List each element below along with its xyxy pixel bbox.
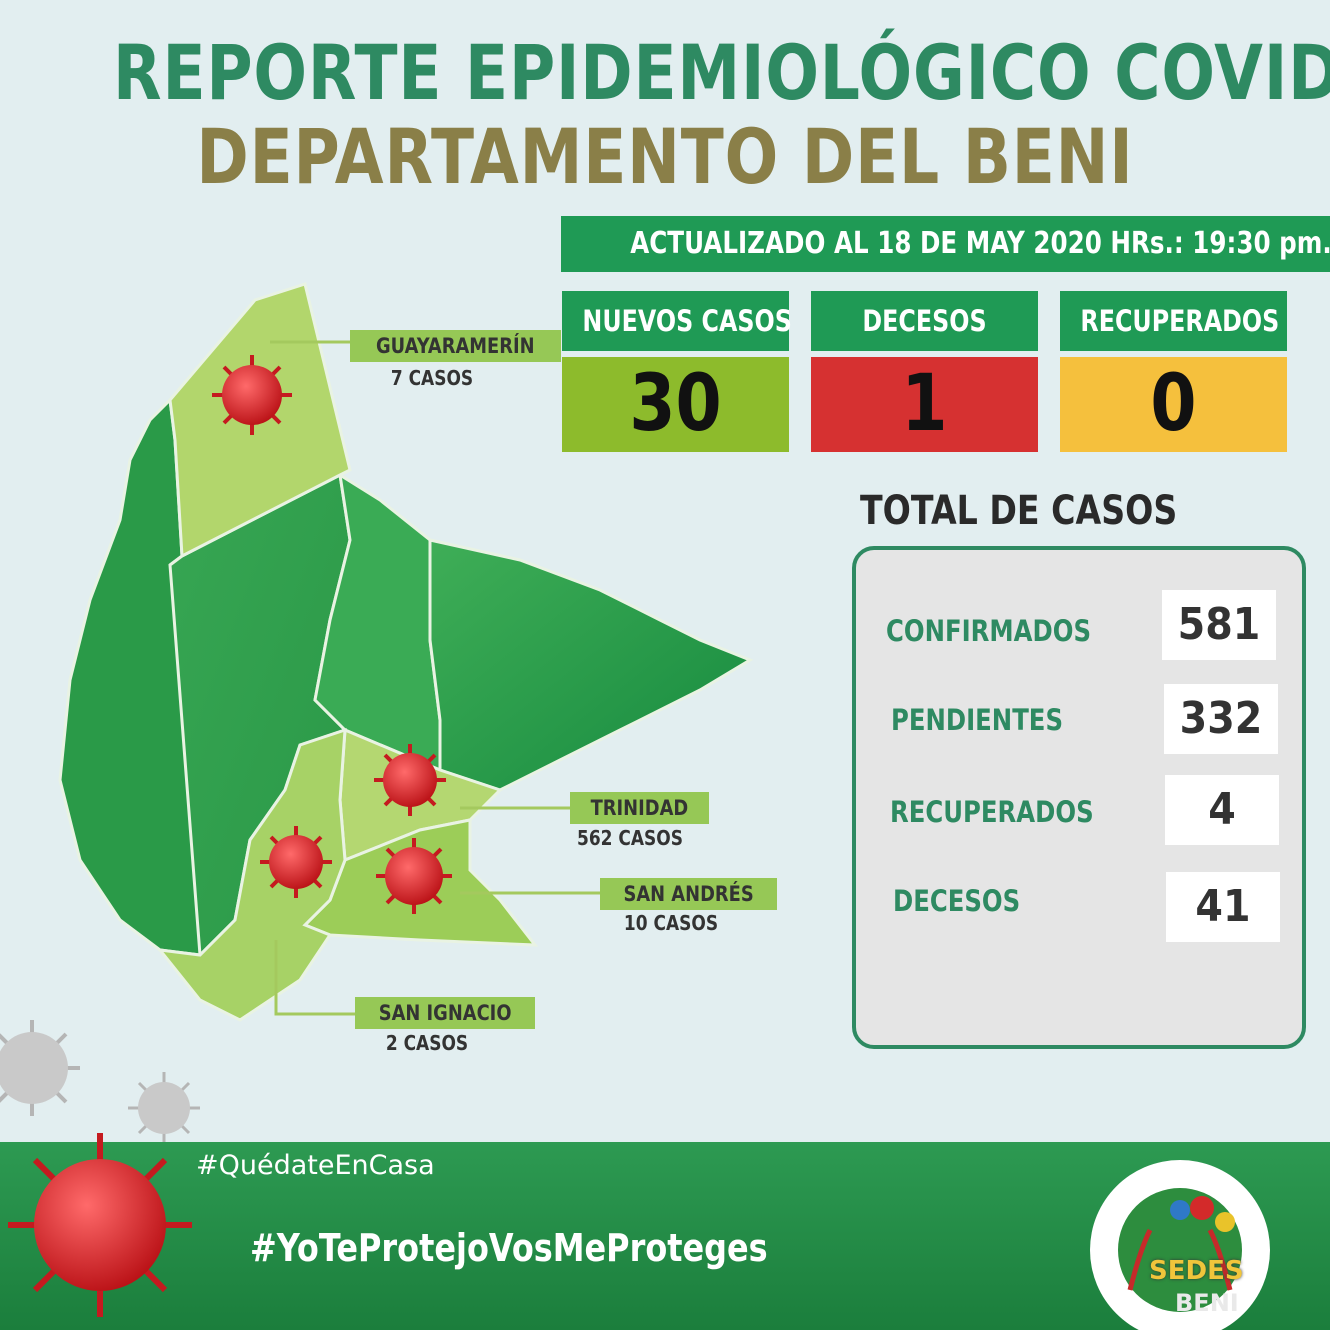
deaths-label: DECESOS: [862, 304, 987, 338]
deaths-card: 1: [811, 357, 1038, 452]
sedes-logo-region: BENI: [1175, 1289, 1239, 1317]
total-pending-label: PENDIENTES: [891, 703, 1064, 737]
virus-icon: [260, 826, 332, 898]
new-cases-header: NUEVOS CASOS: [562, 291, 792, 351]
total-recovered-value: 4: [1208, 784, 1236, 835]
update-banner: ACTUALIZADO AL 18 DE MAY 2020 HRs.: 19:3…: [561, 216, 1330, 272]
region-cases-guayaramerin: 7 CASOS: [390, 366, 474, 390]
recovered-label: RECUPERADOS: [1080, 304, 1280, 338]
totals-title: TOTAL DE CASOS: [860, 488, 1178, 534]
total-deaths-value: 41: [1195, 881, 1251, 932]
region-label-guayaramerin: GUAYARAMERÍN: [350, 330, 561, 362]
total-confirmed-value: 581: [1177, 599, 1261, 650]
total-recovered-label: RECUPERADOS: [890, 795, 1094, 829]
virus-icon: [374, 744, 446, 816]
total-deaths-label: DECESOS: [893, 884, 1021, 918]
virus-icon: [0, 1020, 80, 1116]
total-recovered-value-box: 4: [1165, 775, 1279, 845]
decorative-viruses: [0, 1020, 200, 1144]
total-deaths-value-box: 41: [1166, 872, 1280, 942]
hashtag-stay-home: #QuédateEnCasa: [196, 1150, 435, 1181]
recovered-card: 0: [1060, 357, 1287, 452]
map-region-san-ignacio: [156, 727, 347, 1022]
virus-icon: [376, 838, 452, 914]
total-confirmed-value-box: 581: [1162, 590, 1276, 660]
page-subtitle: DEPARTAMENTO DEL BENI: [196, 112, 1134, 201]
region-cases-trinidad: 562 CASOS: [577, 826, 683, 850]
page-title: REPORTE EPIDEMIOLÓGICO COVID-19: [113, 28, 1330, 117]
total-pending-value-box: 332: [1164, 684, 1278, 754]
recovered-value: 0: [1150, 359, 1197, 449]
hashtag-protect: #YoTeProtejoVosMeProteges: [250, 1226, 768, 1270]
map-region-east: [428, 538, 754, 792]
region-label-san-ignacio: SAN IGNACIO: [355, 997, 536, 1029]
virus-icon: [128, 1072, 200, 1144]
new-cases-card: 30: [562, 357, 789, 452]
virus-icon: [212, 355, 292, 435]
update-banner-text: ACTUALIZADO AL 18 DE MAY 2020 HRs.: 19:3…: [630, 226, 1330, 261]
deaths-value: 1: [901, 359, 948, 449]
recovered-header: RECUPERADOS: [1060, 291, 1287, 351]
region-cases-san-andres: 10 CASOS: [623, 911, 719, 935]
region-cases-san-ignacio: 2 CASOS: [385, 1031, 469, 1055]
virus-icon: [8, 1133, 192, 1317]
beni-map: [58, 282, 754, 1022]
sedes-logo-name: SEDES: [1149, 1256, 1244, 1286]
region-label-trinidad: TRINIDAD: [570, 792, 709, 824]
new-cases-value: 30: [629, 359, 722, 449]
total-pending-value: 332: [1179, 693, 1263, 744]
sedes-logo: [1090, 1160, 1270, 1330]
total-confirmed-label: CONFIRMADOS: [886, 614, 1092, 648]
deaths-header: DECESOS: [811, 291, 1038, 351]
new-cases-label: NUEVOS CASOS: [582, 304, 792, 338]
sedes-logo-ring-text: SERVICIO DEPARTAMENTAL DE SALUD - BENI: [1082, 1300, 1083, 1301]
region-label-san-andres: SAN ANDRÉS: [600, 878, 778, 910]
